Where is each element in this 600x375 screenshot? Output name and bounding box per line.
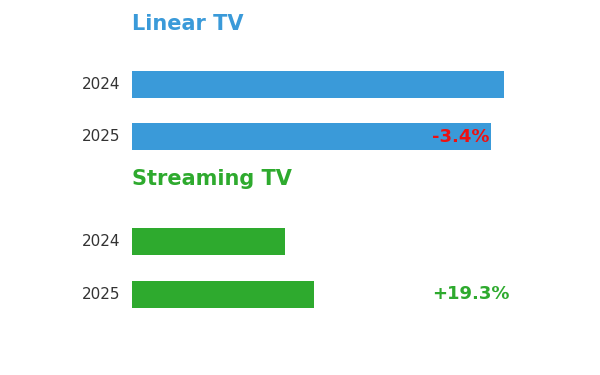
Text: Linear TV: Linear TV bbox=[132, 14, 244, 34]
Text: +19.3%: +19.3% bbox=[432, 285, 509, 303]
FancyBboxPatch shape bbox=[132, 123, 491, 150]
Text: 2024: 2024 bbox=[82, 234, 120, 249]
Text: 2025: 2025 bbox=[82, 287, 120, 302]
FancyBboxPatch shape bbox=[132, 281, 314, 308]
Text: -3.4%: -3.4% bbox=[432, 128, 490, 146]
Text: Streaming TV: Streaming TV bbox=[132, 170, 292, 189]
Text: 2024: 2024 bbox=[82, 77, 120, 92]
FancyBboxPatch shape bbox=[132, 71, 504, 98]
FancyBboxPatch shape bbox=[132, 228, 285, 255]
Text: 2025: 2025 bbox=[82, 129, 120, 144]
